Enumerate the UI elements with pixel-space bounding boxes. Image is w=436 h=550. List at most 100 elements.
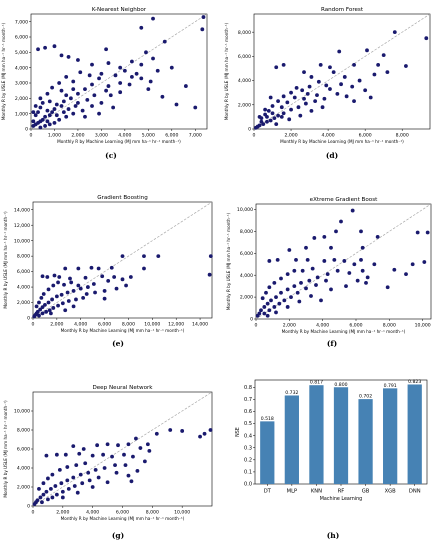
x-axis-label: Monthly R by Machine Learning (MJ mm ha⁻… [61,516,185,521]
data-point [376,62,381,67]
data-point [289,90,293,95]
data-point [81,447,86,451]
data-point [264,290,268,295]
data-point [49,311,53,316]
x-tick-label: 4,000 [322,133,335,139]
data-point [292,284,297,289]
bar-value-label: 0.791 [384,383,397,389]
x-tick-label: 10,000 [174,510,190,516]
data-point [97,76,101,81]
data-point [59,292,64,297]
data-point [45,91,50,96]
y-tick-label: 8,000 [17,254,30,260]
x-tick-label: 2,000 [283,323,296,329]
data-point [118,90,123,95]
bar-dt [260,421,275,484]
data-point [281,62,286,67]
one-to-one-line [32,201,213,319]
panel-f: (f) eXtreme Gradient Boost 0 2,000 4,000 6,00… [226,197,432,348]
data-point [274,65,279,70]
data-point [139,76,144,81]
data-point [425,230,430,235]
data-point [193,105,198,110]
bar-value-label: 0.800 [334,382,347,388]
data-point [259,308,263,313]
data-point [63,266,68,271]
chart-title: Deep Neural Network [92,385,153,391]
panel-e: (e) Gradient Boosting 0 2,000 4,000 6,000 8,00… [3,195,213,348]
data-point [56,303,60,308]
one-to-one-line [30,13,208,130]
data-point [253,125,258,130]
data-point [71,79,76,84]
y-axis-label: Monthly R by USLE (MJ mm ha⁻¹ hr⁻¹ month… [224,22,229,120]
points [31,15,206,130]
x-tick-label: 7,000 [189,133,202,139]
data-point [99,71,104,76]
bar-knn [309,385,324,484]
data-point [80,481,85,486]
data-point [352,99,356,104]
x-axis-label: Monthly R by Machine Learning (MJ mm ha⁻… [61,328,185,333]
data-point [282,298,287,303]
data-point [95,443,100,448]
data-point [50,110,55,115]
x-tick-label: 12,000 [168,322,184,328]
data-point [279,276,283,281]
data-point [415,230,420,235]
data-point [106,61,111,65]
data-point [104,47,108,52]
data-point [31,119,36,124]
data-point [51,283,56,288]
data-point [68,276,72,281]
x-tick-label: 6,000 [98,322,111,328]
data-point [324,83,329,88]
data-point [274,310,278,315]
data-point [52,120,57,125]
data-point [78,70,83,75]
data-point [52,107,57,111]
panel-c: (c) K-Nearest Neighbor 0 1,000 2,000 3,000 4,0… [1,7,208,160]
y-tick-label: 4,000 [15,65,28,71]
panel-label: (f) [327,339,337,348]
data-point [46,300,51,305]
data-point [46,497,50,502]
data-point [357,78,362,83]
data-point [57,117,62,122]
data-point [102,466,107,470]
panel-h: (h) 0.518 DT 0.732 MLP 0.817 KNN 0.800 RF 0.702 GB… [235,379,428,540]
data-point [52,273,57,278]
x-tick-label: 4,000 [74,322,87,328]
data-point [66,107,71,111]
data-point [269,298,273,303]
data-point [307,84,312,89]
data-point [122,68,127,73]
x-tick-label: 4,000 [86,510,99,516]
data-point [93,468,98,472]
data-point [289,107,293,112]
x-axis-label: Monthly R by Machine Learning (MJ mm ha⁻… [57,139,181,144]
data-point [259,119,264,124]
data-point [85,285,90,289]
data-point [90,104,94,108]
data-point [40,101,45,105]
data-point [339,82,343,87]
data-point [128,275,133,279]
x-tick-label: 8,000 [122,322,135,328]
bar-value-label: 0.823 [408,379,421,385]
data-point [342,259,347,263]
data-point [57,275,62,279]
data-point [59,53,64,58]
x-tick-label: 8,000 [396,133,409,139]
data-point [81,295,86,300]
data-point [68,96,73,101]
data-point [43,124,47,128]
data-point [34,304,39,309]
data-point [292,268,297,273]
data-point [169,65,174,70]
x-axis-label: Monthly R by Machine Learning (MJ mm ha⁻… [280,139,404,144]
data-point [45,275,50,279]
data-point [40,311,45,316]
bar-value-label: 0.817 [310,380,323,386]
